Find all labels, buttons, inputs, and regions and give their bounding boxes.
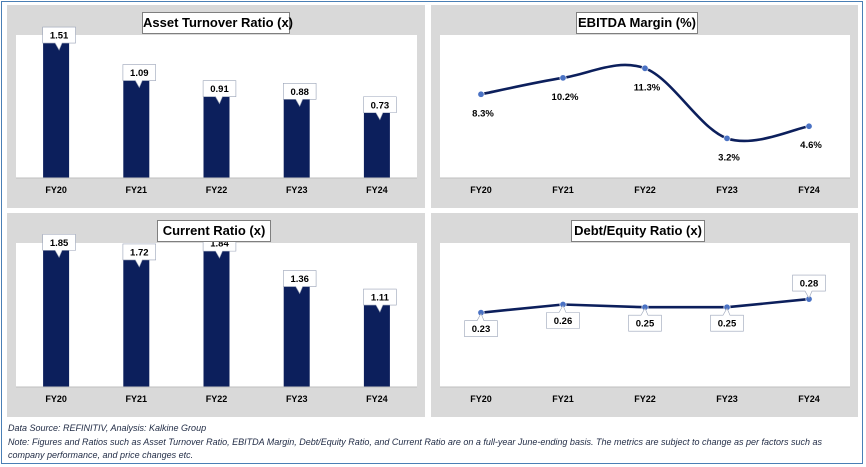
- debt-equity-title: Debt/Equity Ratio (x): [571, 220, 705, 242]
- ebitda-margin-data-label-fy23: 3.2%: [718, 152, 740, 163]
- asset-turnover-bar-fy22: [203, 96, 230, 178]
- current-ratio-bar-fy21: [123, 259, 150, 387]
- current-ratio-tick-fy23: FY23: [286, 394, 308, 404]
- asset-turnover-title: Asset Turnover Ratio (x): [142, 12, 293, 34]
- current-ratio-title: Current Ratio (x): [157, 220, 271, 242]
- svg-text:0.73: 0.73: [371, 100, 390, 111]
- ebitda-margin-point-fy21: [559, 74, 567, 82]
- debt-equity-data-label-fy21: 0.26: [546, 304, 580, 329]
- current-ratio-tick-fy24: FY24: [366, 394, 388, 404]
- svg-text:1.85: 1.85: [50, 238, 69, 249]
- current-ratio-chart: 1.85 1.72 1.84 1.36 1.11 FY20 FY21 FY22 FY23 FY24: [16, 234, 417, 404]
- debt-equity-data-label-fy20: 0.23: [464, 312, 498, 337]
- ebitda-margin-title: EBITDA Margin (%): [576, 12, 698, 34]
- asset-turnover-tick-fy23: FY23: [286, 185, 308, 195]
- debt-equity-data-label-fy22: 0.25: [628, 307, 662, 332]
- debt-equity-tick-fy23: FY23: [716, 394, 738, 404]
- svg-text:0.91: 0.91: [210, 84, 229, 95]
- asset-turnover-tick-fy24: FY24: [366, 185, 388, 195]
- ebitda-margin-tick-fy24: FY24: [798, 185, 820, 195]
- current-ratio-data-label-fy20: 1.85: [42, 234, 76, 259]
- ebitda-margin-plot-area: [440, 35, 850, 178]
- note-text-line1: Note: Figures and Ratios such as Asset T…: [8, 437, 823, 447]
- asset-turnover-chart: 1.51 1.09 0.91 0.88 0.73 FY20 FY21 FY22 FY23 FY24: [16, 26, 417, 195]
- asset-turnover-data-label-fy21: 1.09: [122, 64, 156, 89]
- asset-turnover-bar-fy23: [283, 99, 310, 178]
- data-source-text: Data Source: REFINITIV, Analysis: Kalkin…: [8, 423, 207, 433]
- svg-text:1.11: 1.11: [371, 293, 390, 304]
- ebitda-margin-tick-fy22: FY22: [634, 185, 656, 195]
- ebitda-margin-tick-fy23: FY23: [716, 185, 738, 195]
- svg-text:0.28: 0.28: [800, 279, 819, 290]
- asset-turnover-data-label-fy24: 0.73: [363, 96, 397, 121]
- debt-equity-tick-fy22: FY22: [634, 394, 656, 404]
- current-ratio-bar-fy20: [43, 250, 70, 387]
- asset-turnover-bar-fy21: [123, 80, 150, 178]
- current-ratio-data-label-fy24: 1.11: [363, 288, 397, 313]
- svg-text:0.25: 0.25: [636, 319, 655, 330]
- asset-turnover-data-label-fy22: 0.91: [202, 80, 237, 105]
- current-ratio-data-label-fy23: 1.36: [282, 270, 317, 295]
- current-ratio-data-label-fy21: 1.72: [122, 243, 156, 268]
- ebitda-margin-data-label-fy21: 10.2%: [552, 92, 579, 103]
- note-text-line2: company performance, and price changes e…: [8, 450, 194, 460]
- debt-equity-data-label-fy23: 0.25: [710, 307, 744, 332]
- current-ratio-bar-fy24: [363, 305, 390, 387]
- ebitda-margin-data-label-fy22: 11.3%: [634, 82, 661, 93]
- asset-turnover-tick-fy21: FY21: [126, 185, 148, 195]
- debt-equity-panel: 0.23 0.26 0.25 0.25 0.28 FY20 FY21 FY22 FY23 FY24…: [431, 213, 858, 417]
- svg-text:1.72: 1.72: [130, 247, 149, 258]
- current-ratio-bar-fy22: [203, 251, 230, 387]
- ebitda-margin-data-label-fy24: 4.6%: [800, 140, 822, 151]
- asset-turnover-tick-fy22: FY22: [206, 185, 228, 195]
- ebitda-margin-data-label-fy20: 8.3%: [472, 108, 494, 119]
- ebitda-margin-point-fy20: [477, 90, 485, 98]
- asset-turnover-tick-fy20: FY20: [45, 185, 67, 195]
- ebitda-margin-panel: 8.3% 10.2% 11.3% 3.2% 4.6% FY20 FY21 FY22 FY23 FY…: [431, 5, 858, 208]
- asset-turnover-data-label-fy20: 1.51: [42, 26, 76, 51]
- ebitda-margin-point-fy23: [723, 134, 731, 142]
- debt-equity-tick-fy20: FY20: [470, 394, 492, 404]
- asset-turnover-bar-fy24: [363, 112, 390, 178]
- current-ratio-panel: 1.85 1.72 1.84 1.36 1.11 FY20 FY21 FY22 FY23 FY24…: [7, 213, 425, 417]
- asset-turnover-panel: 1.51 1.09 0.91 0.88 0.73 FY20 FY21 FY22 FY23 FY24…: [7, 5, 425, 208]
- debt-equity-chart: 0.23 0.26 0.25 0.25 0.28 FY20 FY21 FY22 FY23 FY24: [440, 243, 850, 404]
- ebitda-margin-point-fy22: [641, 64, 649, 72]
- asset-turnover-bar-fy20: [43, 43, 70, 179]
- current-ratio-tick-fy22: FY22: [206, 394, 228, 404]
- ebitda-margin-tick-fy20: FY20: [470, 185, 492, 195]
- svg-text:0.25: 0.25: [718, 319, 737, 330]
- current-ratio-tick-fy21: FY21: [126, 394, 148, 404]
- current-ratio-bar-fy23: [283, 286, 310, 387]
- debt-equity-data-label-fy24: 0.28: [792, 274, 826, 299]
- svg-text:0.26: 0.26: [554, 316, 573, 327]
- svg-text:1.09: 1.09: [130, 68, 149, 79]
- svg-text:1.51: 1.51: [50, 31, 69, 42]
- debt-equity-tick-fy24: FY24: [798, 394, 820, 404]
- svg-text:0.88: 0.88: [290, 87, 309, 98]
- current-ratio-tick-fy20: FY20: [45, 394, 67, 404]
- svg-text:0.23: 0.23: [472, 324, 491, 335]
- ebitda-margin-point-fy24: [805, 122, 813, 130]
- debt-equity-tick-fy21: FY21: [552, 394, 574, 404]
- asset-turnover-data-label-fy23: 0.88: [282, 83, 317, 108]
- svg-text:1.36: 1.36: [290, 274, 309, 285]
- ebitda-margin-tick-fy21: FY21: [552, 185, 574, 195]
- svg-text:1.84: 1.84: [210, 239, 229, 250]
- ebitda-margin-chart: 8.3% 10.2% 11.3% 3.2% 4.6% FY20 FY21 FY22 FY23 FY…: [440, 35, 850, 195]
